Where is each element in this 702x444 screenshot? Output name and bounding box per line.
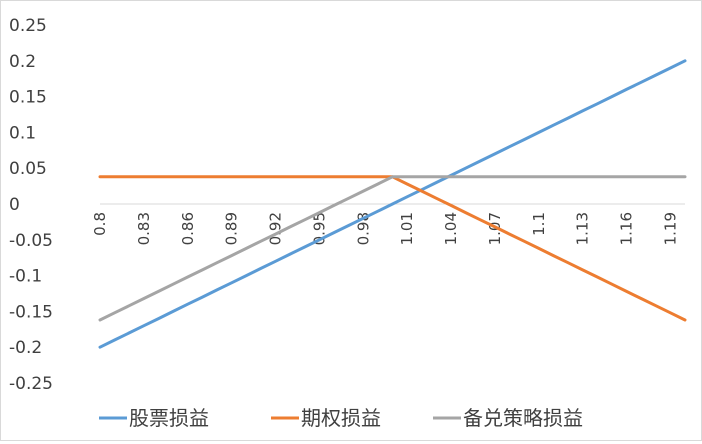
y-tick-label: -0.1	[9, 267, 42, 287]
x-tick-label: 1.01	[398, 212, 416, 245]
y-tick-label: -0.05	[9, 231, 53, 251]
legend-label: 股票损益	[129, 406, 209, 430]
x-tick-label: 1.1	[530, 212, 548, 236]
y-tick-label: 0.05	[9, 159, 47, 179]
series-line-2	[98, 175, 687, 322]
x-tick-label: 1.13	[574, 212, 592, 245]
x-tick-label: 1.07	[486, 212, 504, 245]
x-tick-label: 0.92	[267, 212, 285, 245]
x-tick-label: 0.83	[135, 212, 153, 245]
y-tick-label: 0	[9, 195, 20, 215]
y-axis-tick-labels: 0.25 0.2 0.15 0.1 0.05 0 -0.05 -0.1 -0.15 -0.2 -0.…	[9, 16, 53, 394]
legend-label: 备兑策略损益	[463, 406, 583, 430]
y-tick-label: 0.2	[9, 52, 36, 72]
x-tick-label: 0.89	[223, 212, 241, 245]
legend: 股票损益 期权损益 备兑策略损益	[99, 406, 583, 430]
y-tick-label: 0.15	[9, 88, 47, 108]
y-tick-label: 0.1	[9, 123, 36, 143]
x-tick-label: 1.19	[661, 212, 679, 245]
x-tick-label: 0.8	[91, 212, 109, 236]
series-lines	[98, 59, 687, 349]
y-tick-label: -0.25	[9, 374, 53, 394]
y-tick-label: 0.25	[9, 16, 47, 36]
series-line-1	[98, 175, 687, 322]
x-tick-label: 1.04	[442, 212, 460, 245]
y-tick-label: -0.15	[9, 302, 53, 322]
x-axis-tick-labels: 0.8 0.83 0.86 0.89 0.92 0.95 0.98 1.01 1.04 1.07 1…	[91, 212, 679, 245]
y-tick-label: -0.2	[9, 338, 42, 358]
legend-label: 期权损益	[301, 406, 381, 430]
x-tick-label: 0.86	[179, 212, 197, 245]
series-line-0	[98, 59, 687, 349]
x-tick-label: 1.16	[618, 212, 636, 245]
